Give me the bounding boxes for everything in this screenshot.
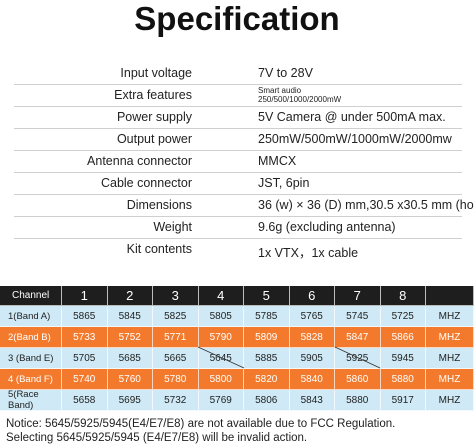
spec-label: Antenna connector: [87, 154, 192, 168]
channel-cell: 5765: [289, 306, 335, 327]
channel-cell: 5740: [62, 369, 108, 390]
header-cell: 8: [380, 286, 426, 306]
channel-cell: 5840: [289, 369, 335, 390]
channel-cell: MHZ: [426, 327, 474, 348]
header-cell: 7: [335, 286, 381, 306]
spec-label: Cable connector: [100, 176, 192, 190]
channel-cell: 5925: [335, 348, 381, 369]
row-label: 1(Band A): [0, 306, 62, 327]
channel-cell: 5695: [107, 390, 153, 411]
channel-cell: MHZ: [426, 348, 474, 369]
channel-cell: 5880: [380, 369, 426, 390]
spec-value: 5V Camera @ under 500mA max.: [258, 110, 446, 124]
notice-line: Selecting 5645/5925/5945 (E4/E7/E8) will…: [6, 432, 308, 444]
channel-cell: 5828: [289, 327, 335, 348]
spec-label: Kit contents: [126, 242, 192, 256]
channel-cell: 5917: [380, 390, 426, 411]
spec-label: Dimensions: [126, 198, 192, 212]
channel-cell: 5725: [380, 306, 426, 327]
separator: [14, 194, 462, 195]
header-cell: 3: [153, 286, 199, 306]
row-label: 4 (Band F): [0, 369, 62, 390]
channel-cell: 5733: [62, 327, 108, 348]
row-label: 2(Band B): [0, 327, 62, 348]
channel-cell: 5769: [198, 390, 244, 411]
channel-cell: 5820: [244, 369, 290, 390]
spec-value: Smart audio: [258, 86, 302, 95]
separator: [14, 84, 462, 85]
header-cell: Channel: [0, 286, 62, 306]
channel-cell: 5658: [62, 390, 108, 411]
channel-cell: 5809: [244, 327, 290, 348]
channel-cell: 5845: [107, 306, 153, 327]
spec-label: Output power: [116, 132, 192, 146]
channel-cell: 5732: [153, 390, 199, 411]
channel-cell: 5771: [153, 327, 199, 348]
channel-cell: 5885: [244, 348, 290, 369]
channel-cell: 5745: [335, 306, 381, 327]
spec-value: 250mW/500mW/1000mW/2000mw: [258, 132, 452, 146]
spec-value: MMCX: [258, 154, 297, 168]
separator: [14, 238, 462, 239]
channel-cell: 5866: [380, 327, 426, 348]
separator: [14, 150, 462, 151]
spec-label: Power supply: [116, 110, 192, 124]
channel-cell: 5905: [289, 348, 335, 369]
channel-cell: MHZ: [426, 306, 474, 327]
channel-cell: 5847: [335, 327, 381, 348]
spec-value: 9.6g (excluding antenna): [258, 220, 396, 234]
row-label: 5(Race Band): [0, 389, 62, 411]
channel-cell: 5880: [335, 390, 381, 411]
header-cell: [426, 286, 474, 306]
notice-line: Notice: 5645/5925/5945(E4/E7/E8) are not…: [6, 418, 396, 430]
row-label: 3 (Band E): [0, 348, 62, 369]
channel-cell: 5825: [153, 306, 199, 327]
separator: [14, 106, 462, 107]
header-cell: 5: [244, 286, 290, 306]
channel-cell: 5780: [153, 369, 199, 390]
channel-cell: 5785: [244, 306, 290, 327]
channel-cell: 5843: [289, 390, 335, 411]
header-cell: 2: [107, 286, 153, 306]
channel-cell: 5685: [107, 348, 153, 369]
channel-cell: 5800: [198, 369, 244, 390]
channel-cell: 5860: [335, 369, 381, 390]
spec-label: Extra features: [114, 88, 192, 102]
spec-value: JST, 6pin: [258, 176, 310, 190]
separator: [14, 172, 462, 173]
channel-cell: MHZ: [426, 369, 474, 390]
channel-cell: 5752: [107, 327, 153, 348]
channel-cell: 5645: [198, 348, 244, 369]
channel-cell: 5665: [153, 348, 199, 369]
separator: [14, 216, 462, 217]
channel-cell: 5705: [62, 348, 108, 369]
spec-value: 250/500/1000/2000mW: [258, 95, 342, 104]
spec-label: Input voltage: [120, 66, 192, 80]
channel-cell: 5945: [380, 348, 426, 369]
channel-cell: 5805: [198, 306, 244, 327]
channel-cell: 5865: [62, 306, 108, 327]
header-cell: 1: [62, 286, 108, 306]
spec-label: Weight: [153, 220, 192, 234]
separator: [14, 128, 462, 129]
header-cell: 6: [289, 286, 335, 306]
channel-cell: 5760: [107, 369, 153, 390]
channel-cell: MHZ: [426, 390, 474, 411]
title: Specification: [134, 0, 340, 37]
spec-value: 7V to 28V: [258, 66, 313, 80]
channel-cell: 5790: [198, 327, 244, 348]
channel-cell: 5806: [244, 390, 290, 411]
header-cell: 4: [198, 286, 244, 306]
spec-value: 36 (w) × 36 (D) mm,30.5 x30.5 mm (hole): [258, 198, 474, 212]
spec-value: 1x VTX，1x cable: [258, 246, 359, 260]
